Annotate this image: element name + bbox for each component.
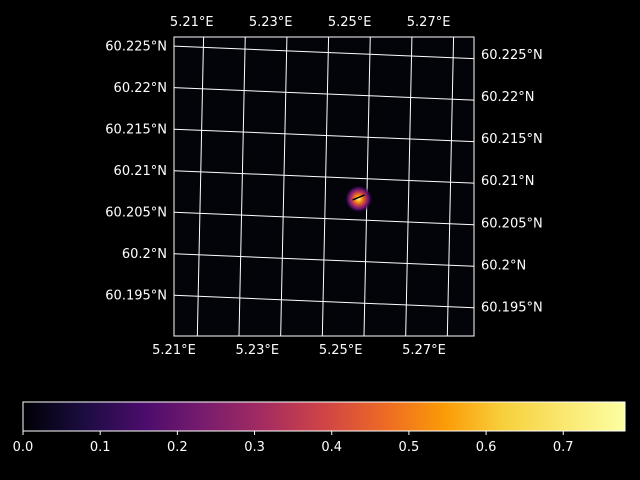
right-tick-label: 60.195°N xyxy=(481,301,543,316)
hotspot-glow xyxy=(344,184,373,213)
left-axis: 60.195°N 60.2°N 60.205°N 60.21°N 60.215°N 60.… xyxy=(105,39,167,303)
graticule-meridian xyxy=(405,37,413,336)
graticule-parallel xyxy=(174,170,474,184)
right-tick-label: 60.225°N xyxy=(481,48,543,63)
right-tick-label: 60.21°N xyxy=(481,174,534,189)
colorbar-ticks: 0.0 0.1 0.2 0.3 0.4 0.5 0.6 0.7 xyxy=(13,431,574,455)
top-tick-label: 5.23°E xyxy=(249,15,293,30)
graticule xyxy=(174,37,474,336)
graticule-parallel xyxy=(174,87,474,101)
colorbar-tick-label: 0.7 xyxy=(553,440,574,455)
left-tick-label: 60.205°N xyxy=(105,205,167,220)
top-tick-label: 5.25°E xyxy=(328,15,372,30)
top-tick-label: 5.27°E xyxy=(407,15,451,30)
left-tick-label: 60.215°N xyxy=(105,122,167,137)
colorbar-gradient xyxy=(22,401,626,432)
colorbar-tick-label: 0.6 xyxy=(476,440,497,455)
right-axis: 60.195°N 60.2°N 60.205°N 60.21°N 60.215°N 60.… xyxy=(481,48,543,316)
left-tick-label: 60.2°N xyxy=(122,247,167,262)
graticule-meridian xyxy=(196,37,205,336)
colorbar-tick-label: 0.2 xyxy=(167,440,188,455)
map-frame xyxy=(173,36,475,337)
graticule-meridian xyxy=(238,37,246,336)
left-tick-label: 60.225°N xyxy=(105,39,167,54)
graticule-meridian xyxy=(446,37,455,336)
left-tick-label: 60.22°N xyxy=(114,81,167,96)
left-tick-label: 60.21°N xyxy=(114,164,167,179)
graticule-parallel xyxy=(174,128,474,143)
colorbar-tick-label: 0.1 xyxy=(90,440,111,455)
map-background xyxy=(174,37,474,336)
bottom-tick-label: 5.27°E xyxy=(402,343,446,358)
colorbar-tick-label: 0.4 xyxy=(321,440,342,455)
graticule-meridian xyxy=(321,37,330,336)
bottom-tick-label: 5.25°E xyxy=(319,343,363,358)
right-tick-label: 60.2°N xyxy=(481,258,526,273)
top-tick-label: 5.21°E xyxy=(170,15,214,30)
bottom-axis: 5.21°E 5.23°E 5.25°E 5.27°E xyxy=(152,343,446,358)
colorbar-tick-label: 0.5 xyxy=(399,440,420,455)
bottom-tick-label: 5.21°E xyxy=(152,343,196,358)
hotspot-marker xyxy=(352,194,365,201)
graticule-meridian xyxy=(363,37,371,336)
left-tick-label: 60.195°N xyxy=(105,288,167,303)
graticule-parallel xyxy=(174,45,474,60)
graticule-parallel xyxy=(174,211,474,226)
map-panel xyxy=(173,36,475,337)
hotspot-layer xyxy=(344,184,373,213)
bottom-tick-label: 5.23°E xyxy=(235,343,279,358)
top-axis: 5.21°E 5.23°E 5.25°E 5.27°E xyxy=(170,15,451,30)
colorbar: 0.0 0.1 0.2 0.3 0.4 0.5 0.6 0.7 xyxy=(13,401,626,455)
right-tick-label: 60.215°N xyxy=(481,132,543,147)
right-tick-label: 60.205°N xyxy=(481,216,543,231)
right-tick-label: 60.22°N xyxy=(481,90,534,105)
colorbar-tick-label: 0.3 xyxy=(244,440,265,455)
graticule-parallel xyxy=(174,294,474,309)
colorbar-tick-label: 0.0 xyxy=(13,440,34,455)
graticule-parallel xyxy=(174,253,474,267)
